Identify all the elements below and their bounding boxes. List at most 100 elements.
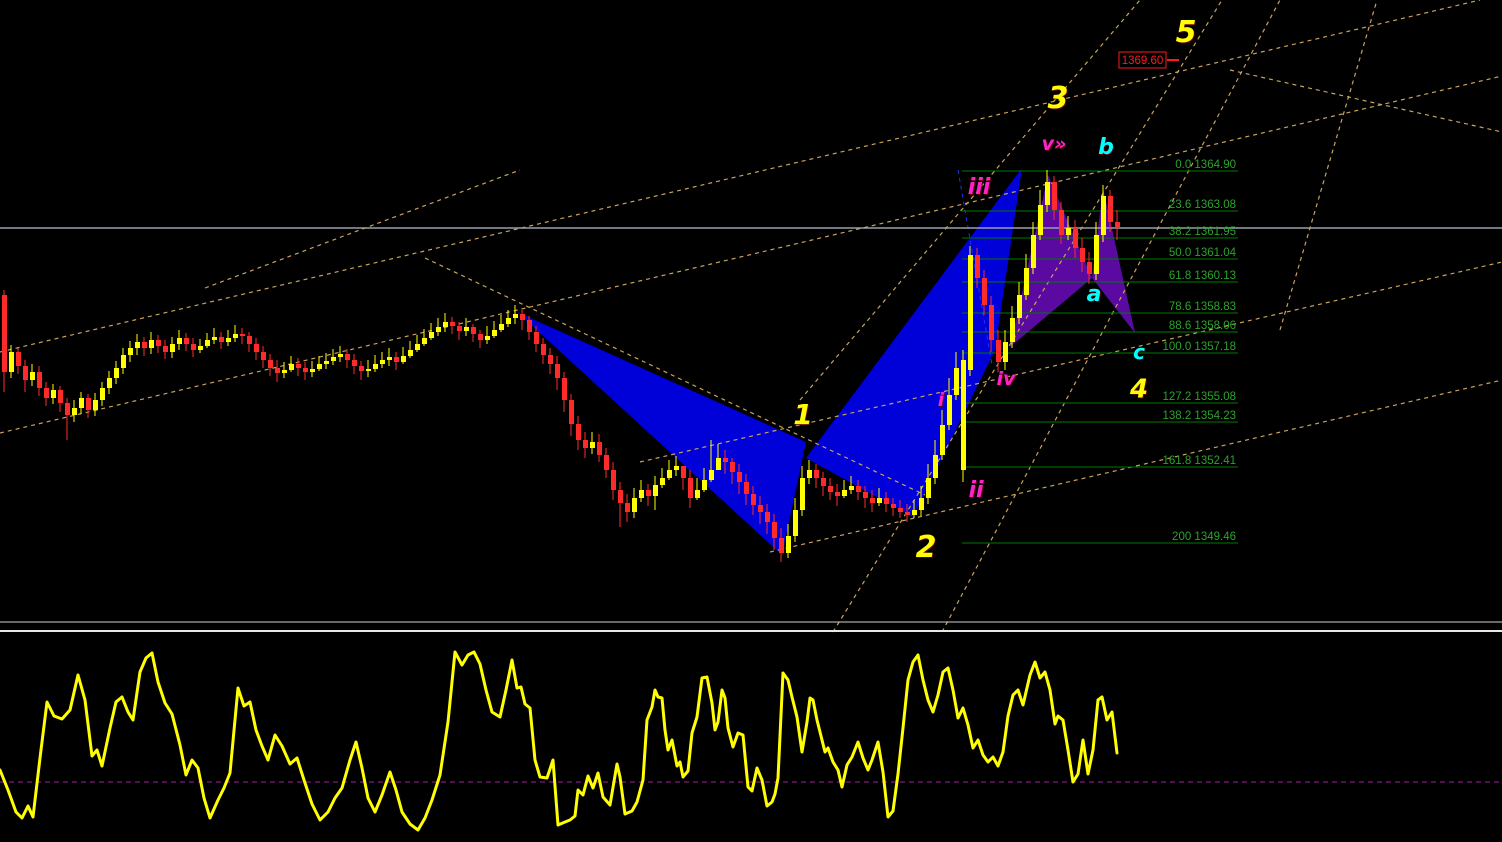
label-wave-a[interactable]: a (1087, 282, 1102, 307)
candle (926, 464, 931, 504)
trendline-support-through-iv-low[interactable] (639, 261, 1502, 463)
candle-body (380, 360, 385, 364)
candle (632, 488, 637, 518)
candle (1108, 190, 1113, 232)
candle (1073, 220, 1078, 258)
candle-body (1108, 196, 1113, 222)
candle-body (1094, 235, 1099, 274)
label-wave-2[interactable]: 2 (916, 530, 937, 565)
candle-body (996, 340, 1001, 362)
fib-label-78.6: 78.6 1358.83 (1169, 301, 1236, 313)
candle (177, 330, 182, 350)
label-wave-v[interactable]: v» (1042, 133, 1067, 155)
trendlines-layer[interactable] (0, 0, 1502, 633)
candle (149, 332, 154, 354)
candle (576, 416, 581, 450)
trendline-support-through-2-low[interactable] (769, 379, 1502, 553)
candle-body (513, 314, 518, 318)
candle (625, 494, 630, 522)
label-wave-ii[interactable]: ii (968, 478, 984, 503)
candle (527, 316, 532, 340)
candle-body (492, 330, 497, 336)
trendline-ray-mid-steeper[interactable] (204, 169, 521, 289)
label-wave-i[interactable]: i (938, 389, 945, 411)
price-alert-label[interactable]: 1369.60 (1118, 51, 1179, 69)
candle (639, 480, 644, 502)
candle-body (177, 338, 182, 344)
candle-body (100, 388, 105, 400)
label-wave-iv[interactable]: iv (997, 368, 1017, 390)
candle (247, 332, 252, 352)
candle-body (527, 320, 532, 332)
candle (380, 352, 385, 368)
candle (261, 346, 266, 368)
candle (751, 486, 756, 515)
candle-body (646, 490, 651, 496)
candle (646, 484, 651, 506)
candle-body (478, 334, 483, 340)
candle (156, 335, 161, 353)
candle-body (982, 278, 987, 305)
harmonic-triangle-purple-1[interactable] (1010, 175, 1092, 347)
candle (44, 382, 49, 406)
candle (849, 476, 854, 494)
candle (37, 366, 42, 396)
trendline-channel-upper-long[interactable] (0, 0, 1481, 353)
candle-body (296, 364, 301, 368)
label-wave-b[interactable]: b (1098, 135, 1114, 160)
candle-body (366, 369, 371, 371)
panel-separator[interactable] (0, 621, 1502, 632)
candle (1003, 330, 1008, 370)
label-wave-3[interactable]: 3 (1048, 81, 1069, 116)
candle-body (387, 357, 392, 360)
candle (744, 474, 749, 505)
candle (597, 434, 602, 462)
trendline-pitchfork-line-1[interactable] (832, 0, 1223, 633)
candle (842, 480, 847, 498)
trendline-descending-topright-ray[interactable] (1229, 69, 1502, 133)
candle-body (331, 357, 336, 361)
candle-body (975, 255, 980, 278)
candle-body (114, 368, 119, 378)
elliott-triangle-blue-1[interactable] (517, 312, 806, 555)
candle (877, 488, 882, 506)
candle-body (310, 369, 315, 372)
main-chart-panel: 0.0 1364.90 23.6 1363.08 38.2 1361.95 50.0 … (0, 0, 1502, 633)
candle-body (1059, 210, 1064, 235)
candle-body (58, 390, 63, 403)
candle (289, 356, 294, 372)
candle (1066, 216, 1071, 240)
candle (212, 328, 217, 344)
label-wave-4[interactable]: 4 (1129, 374, 1148, 404)
candle-body (16, 352, 21, 366)
candle-body (1052, 182, 1057, 210)
candle-body (352, 360, 357, 366)
candle-body (667, 470, 672, 478)
candle-body (912, 510, 917, 515)
candle-body (485, 336, 490, 340)
candle-body (884, 498, 889, 504)
candle-body (422, 338, 427, 344)
trendline-channel-lower-long[interactable] (0, 75, 1502, 434)
candle-body (317, 364, 322, 369)
label-wave-5[interactable]: 5 (1176, 15, 1197, 50)
candle-body (457, 326, 462, 331)
fib-label-88.6: 88.6 1358.06 (1169, 320, 1236, 332)
label-wave-1[interactable]: 1 (793, 398, 812, 431)
candle (128, 341, 133, 362)
candle (758, 496, 763, 524)
candle-body (86, 398, 91, 410)
price-alert-box[interactable] (1118, 51, 1167, 69)
candle (898, 500, 903, 518)
fibonacci-layer[interactable]: 0.0 1364.90 23.6 1363.08 38.2 1361.95 50.0 … (962, 159, 1238, 544)
candle (933, 440, 938, 484)
label-wave-c[interactable]: c (1133, 340, 1145, 364)
fib-label-23.6: 23.6 1363.08 (1169, 199, 1236, 211)
candle-body (688, 478, 693, 498)
trendline-pitchfork-line-3[interactable] (1279, 0, 1378, 331)
label-wave-iii[interactable]: iii (968, 175, 991, 200)
candle (450, 317, 455, 334)
candle-body (639, 490, 644, 498)
